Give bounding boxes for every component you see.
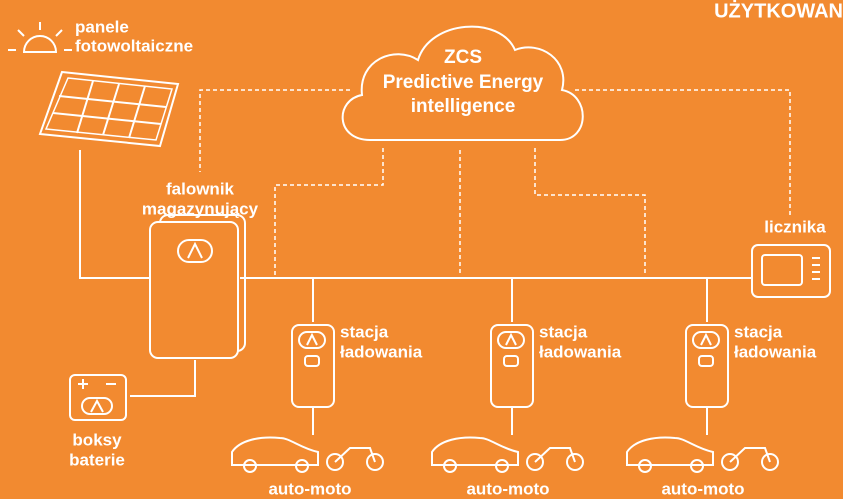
node-label: auto-moto [466,479,549,498]
sun-icon [8,22,72,52]
node-label: stacja [539,322,588,341]
node-label: boksy [72,430,122,449]
node-label: Predictive Energy [383,72,544,93]
node-label: ładowania [340,342,423,361]
node-label: stacja [734,322,783,341]
data-links [200,90,790,275]
node-label: baterie [69,450,125,469]
inverter [150,215,245,358]
node-label: ładowania [539,342,622,361]
node-label: auto-moto [268,479,351,498]
solar-panel [40,72,178,146]
header-title: UŻYTKOWAN [714,0,843,22]
charger [686,325,728,407]
node-label: falownik [166,179,235,198]
node-label: ZCS [444,47,482,68]
node-label: intelligence [411,96,516,117]
node-label: panele [75,17,129,36]
meter [752,245,830,297]
node-label: auto-moto [661,479,744,498]
node-label: stacja [340,322,389,341]
vehicles [232,438,778,472]
diagram: UŻYTKOWAN panele fotowoltaiczne ZCS Pred… [0,0,843,499]
battery [70,375,126,420]
node-label: fotowoltaiczne [75,36,193,55]
charger [292,325,334,407]
node-label: licznika [764,217,826,236]
node-label: ładowania [734,342,817,361]
node-label: magazynujący [142,199,259,218]
charger [491,325,533,407]
